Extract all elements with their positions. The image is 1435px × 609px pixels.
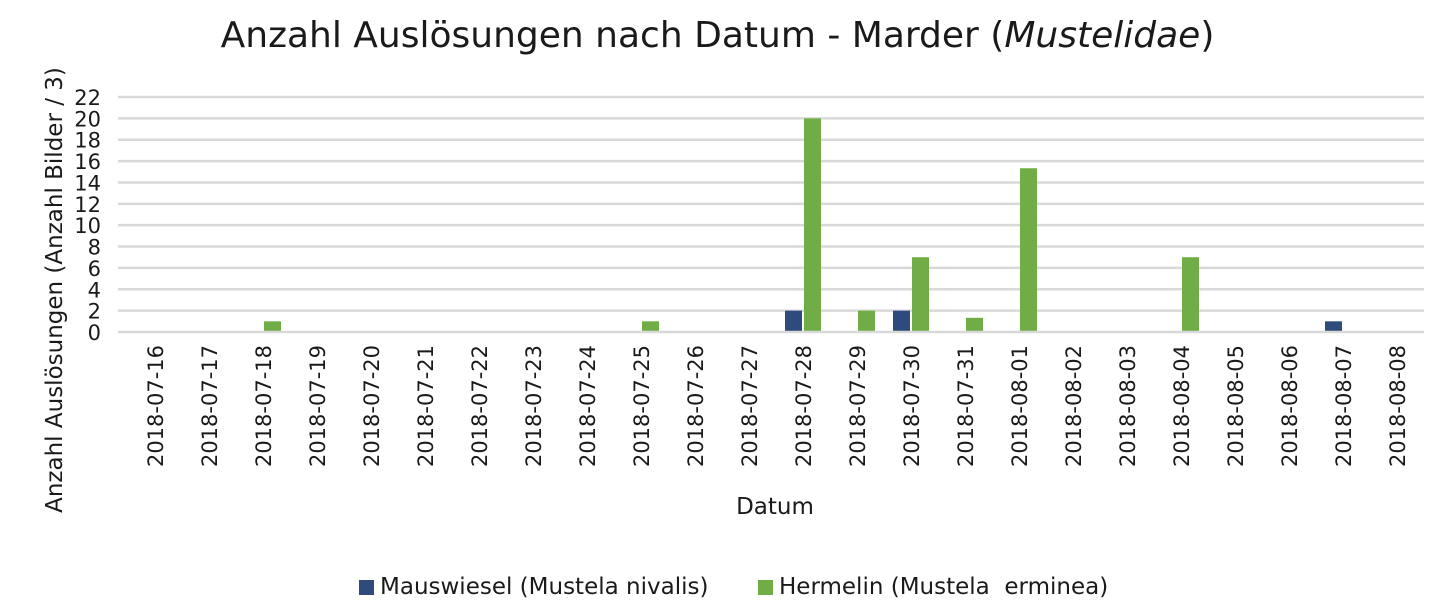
y-axis-label: Anzahl Auslösungen (Anzahl Bilder / 3) (42, 67, 68, 513)
x-tick-label: 2018-07-19 (306, 345, 330, 467)
gridlines (118, 95, 1424, 312)
bar (785, 310, 802, 332)
bar (912, 257, 929, 332)
bars (264, 118, 1342, 332)
y-tick-label: 22 (74, 86, 101, 110)
y-tick-label: 10 (74, 214, 101, 238)
y-tick-label: 12 (74, 193, 101, 217)
bar (966, 317, 983, 332)
bar (264, 321, 281, 332)
chart-title: Anzahl Auslösungen nach Datum - Marder (… (0, 12, 1435, 60)
x-axis-ticks: 2018-07-16 2018-07-17 2018-07-18 2018-07-19… (144, 345, 1410, 467)
x-tick-label: 2018-07-20 (360, 345, 384, 467)
x-tick-label: 2018-07-26 (684, 345, 708, 467)
legend-label-hermelin: Hermelin (Mustela erminea) (779, 574, 1109, 600)
y-tick-label: 14 (74, 171, 101, 195)
chart-title-italic: Mustelidae (1004, 15, 1201, 56)
y-tick-label: 8 (88, 236, 101, 260)
x-tick-label: 2018-08-07 (1332, 345, 1356, 467)
x-tick-label: 2018-07-28 (792, 345, 816, 467)
x-tick-label: 2018-08-03 (1116, 345, 1140, 467)
bar (1325, 321, 1342, 332)
x-tick-label: 2018-07-30 (900, 345, 924, 467)
x-tick-label: 2018-07-24 (576, 345, 600, 467)
y-tick-label: 18 (74, 129, 101, 153)
x-tick-label: 2018-07-17 (198, 345, 222, 467)
y-tick-label: 4 (88, 278, 101, 302)
legend-swatch-mauswiesel (359, 579, 374, 595)
x-tick-label: 2018-07-25 (630, 345, 654, 467)
y-tick-label: 2 (88, 300, 101, 324)
legend-item-mauswiesel: Mauswiesel (Mustela nivalis) (359, 570, 708, 604)
x-tick-label: 2018-08-08 (1386, 345, 1410, 467)
x-tick-label: 2018-08-06 (1278, 345, 1302, 467)
bar (858, 310, 875, 332)
legend-swatch-hermelin (758, 579, 773, 595)
y-tick-label: 0 (88, 321, 101, 345)
x-tick-label: 2018-07-18 (252, 345, 276, 467)
legend: Mauswiesel (Mustela nivalis) Hermelin (M… (0, 570, 1435, 604)
bar (642, 321, 659, 332)
x-tick-label: 2018-07-16 (144, 345, 168, 467)
bar (1020, 168, 1037, 332)
legend-item-hermelin: Hermelin (Mustela erminea) (758, 570, 1108, 604)
x-tick-label: 2018-08-05 (1224, 345, 1248, 467)
x-tick-label: 2018-07-27 (738, 345, 762, 467)
y-tick-label: 6 (88, 257, 101, 281)
x-tick-label: 2018-07-23 (522, 345, 546, 467)
chart-title-close: ) (1200, 15, 1215, 56)
bar (804, 118, 821, 332)
x-tick-label: 2018-07-29 (846, 345, 870, 467)
x-axis-label: Datum (736, 494, 814, 520)
y-tick-label: 16 (74, 150, 101, 174)
x-tick-label: 2018-08-04 (1170, 345, 1194, 467)
chart-title-text: Anzahl Auslösungen nach Datum - Marder ( (220, 15, 1005, 56)
x-tick-label: 2018-08-02 (1062, 345, 1086, 467)
x-tick-label: 2018-07-21 (414, 345, 438, 467)
legend-label-mauswiesel: Mauswiesel (Mustela nivalis) (380, 574, 709, 600)
bar (1182, 257, 1199, 332)
x-tick-label: 2018-07-22 (468, 345, 492, 467)
y-tick-label: 20 (74, 107, 101, 131)
x-tick-label: 2018-07-31 (954, 345, 978, 467)
x-tick-label: 2018-08-01 (1008, 345, 1032, 467)
bar (893, 310, 910, 332)
